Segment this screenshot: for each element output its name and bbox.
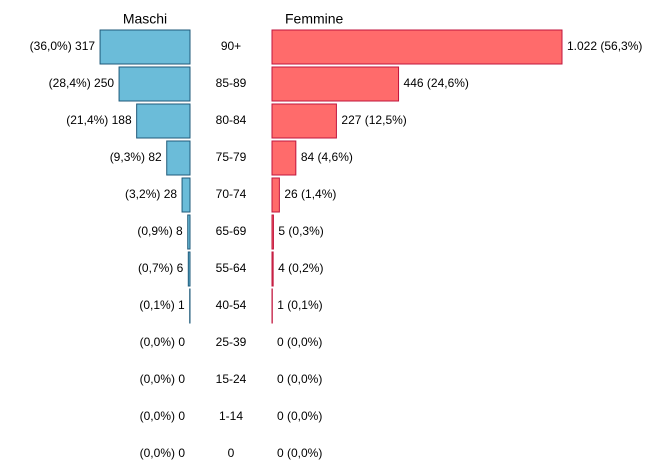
value-label: (28,4%) 250 (49, 76, 115, 90)
bar (166, 140, 191, 176)
value-label: (9,3%) 82 (110, 150, 162, 164)
bar (271, 251, 274, 287)
category-label: 55-64 (216, 261, 247, 275)
value-label: 1.022 (56,3%) (567, 39, 642, 53)
category-label: 1-14 (219, 409, 243, 423)
category-label: 25-39 (216, 335, 247, 349)
bar (271, 66, 400, 102)
value-label: 1 (0,1%) (277, 298, 322, 312)
category-label: 0 (228, 446, 235, 460)
value-label: (36,0%) 317 (30, 39, 96, 53)
value-label: (0,0%) 0 (140, 335, 186, 349)
series-header: Femmine (285, 11, 344, 27)
value-label: 0 (0,0%) (277, 335, 322, 349)
category-label: 75-79 (216, 150, 247, 164)
value-label: (0,0%) 0 (140, 446, 186, 460)
bar (181, 177, 191, 213)
bar (271, 29, 563, 65)
value-label: 26 (1,4%) (284, 187, 336, 201)
category-label: 85-89 (216, 76, 247, 90)
value-label: 0 (0,0%) (277, 409, 322, 423)
category-label: 70-74 (216, 187, 247, 201)
category-label: 40-54 (216, 298, 247, 312)
value-label: 0 (0,0%) (277, 446, 322, 460)
bar (187, 214, 191, 250)
value-label: (0,1%) 1 (139, 298, 185, 312)
value-label: 4 (0,2%) (278, 261, 323, 275)
category-label: 15-24 (216, 372, 247, 386)
series-header: Maschi (123, 11, 167, 27)
value-label: (21,4%) 188 (66, 113, 132, 127)
bar (271, 214, 274, 250)
bar (118, 66, 191, 102)
bar (187, 251, 191, 287)
value-label: 84 (4,6%) (301, 150, 353, 164)
value-label: 227 (12,5%) (341, 113, 406, 127)
value-label: (3,2%) 28 (125, 187, 177, 201)
value-label: (0,9%) 8 (137, 224, 183, 238)
value-label: 5 (0,3%) (278, 224, 323, 238)
bar (99, 29, 191, 65)
bar (271, 103, 337, 139)
category-label: 80-84 (216, 113, 247, 127)
bar (271, 140, 297, 176)
category-label: 65-69 (216, 224, 247, 238)
bar (271, 177, 280, 213)
bar (136, 103, 191, 139)
value-label: (0,0%) 0 (140, 372, 186, 386)
value-label: (0,0%) 0 (140, 409, 186, 423)
value-label: 0 (0,0%) (277, 372, 322, 386)
value-label: 446 (24,6%) (404, 76, 469, 90)
category-label: 90+ (221, 39, 241, 53)
value-label: (0,7%) 6 (138, 261, 184, 275)
